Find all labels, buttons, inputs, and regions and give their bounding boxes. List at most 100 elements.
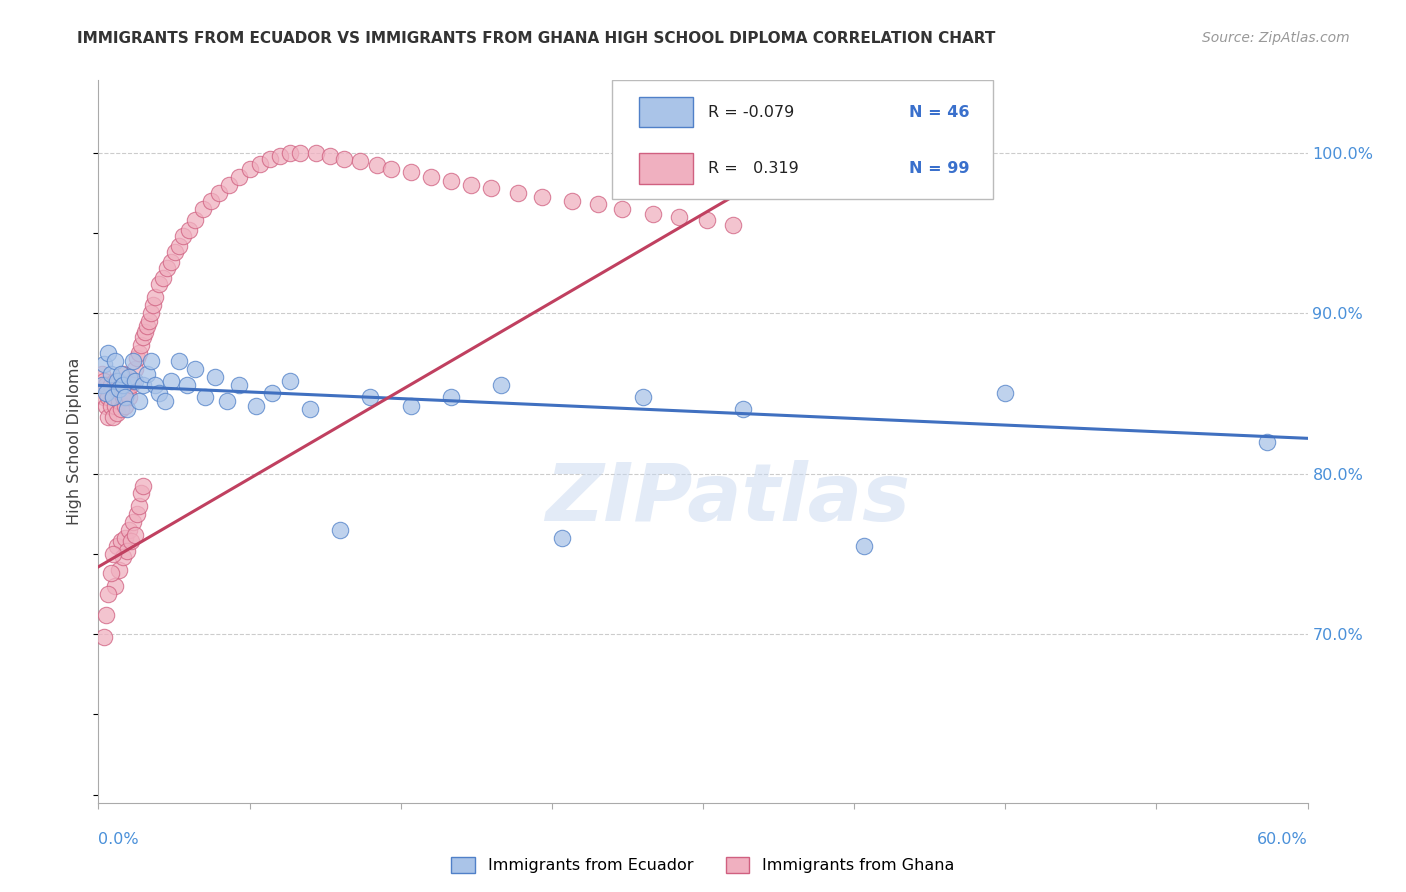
FancyBboxPatch shape (613, 80, 993, 200)
Point (491, 378, 513, 392)
Point (120, 378, 142, 392)
Point (249, 157, 271, 171)
Point (260, 386, 283, 401)
Point (93, 631, 115, 645)
Point (134, 326, 156, 340)
Point (440, 174, 463, 188)
Point (132, 378, 155, 392)
Point (97, 410, 120, 425)
Point (128, 346, 150, 360)
Text: 0.0%: 0.0% (98, 831, 139, 847)
Point (97, 346, 120, 360)
Point (200, 194, 222, 208)
Point (217, 394, 239, 409)
Point (118, 370, 141, 384)
Point (103, 374, 125, 388)
Point (107, 382, 129, 396)
Point (586, 197, 609, 211)
Point (143, 290, 166, 304)
Point (143, 378, 166, 392)
Point (561, 194, 583, 208)
Point (152, 270, 174, 285)
Point (148, 386, 170, 401)
Point (305, 145, 328, 160)
Point (91, 367, 114, 381)
Point (110, 534, 132, 549)
Point (299, 402, 322, 417)
Point (101, 547, 124, 561)
Point (129, 486, 152, 500)
Point (135, 367, 157, 381)
Point (107, 374, 129, 388)
Point (96, 378, 118, 392)
Point (100, 399, 122, 413)
Point (278, 145, 301, 160)
Point (100, 566, 122, 581)
Point (132, 330, 155, 344)
Point (124, 362, 146, 376)
Text: N = 99: N = 99 (908, 161, 969, 176)
Point (135, 318, 157, 333)
Point (366, 158, 388, 172)
Point (641, 206, 664, 220)
Point (121, 354, 143, 368)
Point (631, 390, 654, 404)
Point (114, 399, 136, 413)
Text: R =   0.319: R = 0.319 (707, 161, 799, 176)
Point (107, 394, 129, 409)
Point (101, 410, 124, 425)
Point (96, 386, 118, 401)
Point (360, 390, 382, 404)
Point (96, 607, 118, 622)
Point (228, 378, 250, 392)
Point (97, 390, 120, 404)
Point (204, 370, 226, 384)
Point (101, 390, 124, 404)
Point (91, 378, 114, 392)
Point (115, 386, 138, 401)
Point (93, 374, 115, 388)
Point (115, 543, 138, 558)
Point (349, 153, 371, 168)
Point (668, 210, 690, 224)
Point (125, 507, 148, 521)
Point (319, 149, 342, 163)
Point (111, 367, 134, 381)
Point (142, 298, 165, 312)
Point (100, 367, 122, 381)
Point (114, 390, 136, 404)
Point (994, 386, 1017, 401)
Point (399, 399, 422, 413)
Point (132, 479, 155, 493)
Point (156, 261, 179, 276)
Point (118, 390, 141, 404)
Point (100, 378, 122, 392)
Point (278, 374, 301, 388)
Point (259, 152, 281, 166)
Point (440, 390, 463, 404)
Point (184, 362, 207, 376)
Point (124, 374, 146, 388)
Point (163, 245, 186, 260)
Point (111, 390, 134, 404)
Point (329, 523, 352, 537)
Point (160, 374, 183, 388)
Y-axis label: High School Diploma: High School Diploma (67, 358, 83, 525)
Point (124, 527, 146, 541)
Point (110, 402, 132, 417)
Point (179, 222, 201, 236)
Point (380, 161, 402, 176)
Legend: Immigrants from Ecuador, Immigrants from Ghana: Immigrants from Ecuador, Immigrants from… (444, 850, 962, 880)
Point (120, 534, 142, 549)
Point (93, 390, 115, 404)
Point (121, 374, 143, 388)
Point (139, 354, 162, 368)
Bar (638, 153, 693, 184)
Point (193, 202, 215, 216)
Point (148, 277, 170, 292)
Point (110, 367, 132, 381)
Point (733, 402, 755, 417)
Point (399, 165, 422, 179)
Point (91, 378, 114, 392)
Point (96, 399, 118, 413)
